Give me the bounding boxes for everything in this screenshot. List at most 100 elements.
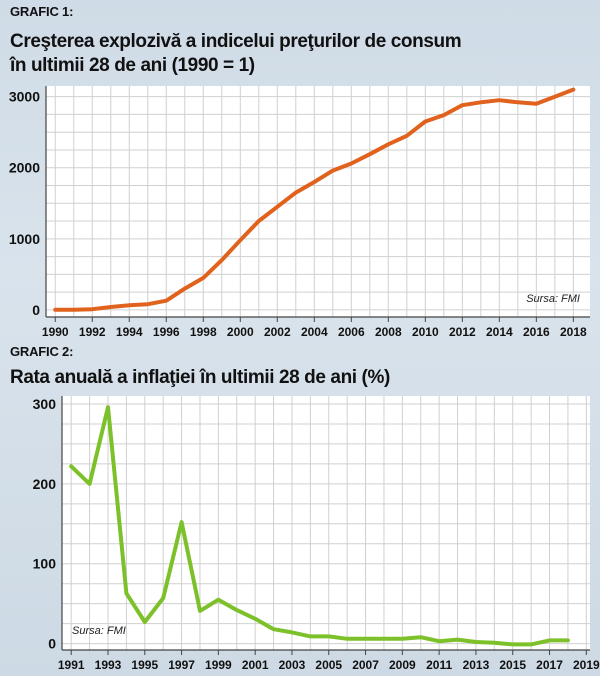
chart2-data-point	[144, 621, 146, 623]
chart2-data-point	[107, 406, 109, 408]
chart1-data-point	[517, 101, 519, 103]
chart1-y-tick-label: 2000	[9, 160, 40, 176]
chart2-y-tick-label: 100	[33, 556, 57, 572]
chart1-data-point	[387, 143, 389, 145]
chart1-x-tick-label: 1998	[190, 325, 217, 339]
chart2-x-tick-label: 2005	[315, 658, 342, 672]
chart2-data-point	[530, 643, 532, 645]
chart2-data-point	[567, 639, 569, 641]
chart1-data-point	[110, 306, 112, 308]
chart1-x-tick-label: 2010	[412, 325, 439, 339]
chart2-series-line	[69, 405, 570, 647]
chart2-x-tick-label: 2015	[499, 658, 526, 672]
chart1-data-point	[165, 300, 167, 302]
chart1-data-point	[147, 303, 149, 305]
chart1-x-tick-label: 1996	[153, 325, 180, 339]
chart2-x-tick-label: 2017	[536, 658, 563, 672]
chart1-source: Sursa: FMI	[526, 293, 580, 305]
chart2-data-point	[475, 641, 477, 643]
chart1-data-point	[54, 309, 56, 311]
chart1-data-point	[350, 162, 352, 164]
chart1-data-point	[73, 309, 75, 311]
chart1-x-tick-label: 2000	[227, 325, 254, 339]
chart2-x-tick-label: 2019	[573, 658, 600, 672]
chart2-data-point	[70, 465, 72, 467]
chart1-data-point	[258, 220, 260, 222]
chart1-y-tick-label: 0	[32, 302, 40, 318]
chart2-x-tick-label: 2009	[389, 658, 416, 672]
chart2-data-point	[512, 643, 514, 645]
chart2-data-point	[236, 609, 238, 611]
chart1-x-tick-label: 1994	[116, 325, 143, 339]
chart1-data-point	[91, 308, 93, 310]
chart2-source: Sursa: FMI	[72, 625, 126, 637]
chart1-data-point	[239, 239, 241, 241]
chart1-data-point	[276, 206, 278, 208]
chart1-data-point	[535, 103, 537, 105]
chart2-data-point	[162, 597, 164, 599]
chart1-title-line1: Creşterea explozivă a indicelui preţuril…	[10, 31, 462, 52]
chart1-x-tick-label: 2002	[264, 325, 291, 339]
chart1-data-point	[406, 135, 408, 137]
chart2-data-point	[291, 631, 293, 633]
chart2-x-tick-label: 2003	[279, 658, 306, 672]
chart2-data-point	[383, 638, 385, 640]
chart2-data-point	[181, 521, 183, 523]
chart1-label: GRAFIC 1:	[10, 4, 74, 19]
chart1-data-point	[221, 259, 223, 261]
chart2-x-tick-label: 2011	[426, 658, 452, 672]
chart1-data-point	[295, 192, 297, 194]
chart1-data-point	[369, 153, 371, 155]
chart1-x-tick-label: 2004	[301, 325, 328, 339]
chart2-x-tick-label: 1997	[168, 658, 195, 672]
chart1-y-tick-label: 1000	[9, 231, 40, 247]
chart1-x-tick-label: 2016	[523, 325, 550, 339]
chart2-data-point	[89, 483, 91, 485]
chart1-data-point	[443, 114, 445, 116]
chart1-y-tick-label: 3000	[9, 89, 40, 105]
chart1-x-tick-label: 2018	[560, 325, 587, 339]
chart2-x-tick-label: 2001	[242, 658, 269, 672]
chart2-data-point	[328, 635, 330, 637]
chart2-plot-area	[62, 396, 590, 650]
chart2-data-point	[254, 618, 256, 620]
chart2-data-point	[125, 592, 127, 594]
chart1-data-point	[202, 277, 204, 279]
chart2-y-tick-label: 200	[33, 476, 57, 492]
chart1-data-point	[424, 121, 426, 123]
chart2-y-tick-label: 0	[48, 636, 56, 652]
chart1-data-point	[332, 170, 334, 172]
chart1-svg: 1990 1992 1994 1996 1998 2000 2002 2004 2006 2008…	[9, 86, 590, 339]
chart2-x-tick-label: 2007	[352, 658, 379, 672]
chart1-data-point	[572, 89, 574, 91]
chart2-data-point	[273, 628, 275, 630]
chart2-data-point	[493, 642, 495, 644]
chart1-x-tick-label: 1990	[42, 325, 69, 339]
chart1-data-point	[128, 304, 130, 306]
chart2-data-point	[309, 635, 311, 637]
chart1-data-point	[554, 96, 556, 98]
chart2-data-point	[457, 639, 459, 641]
chart2-data-point	[217, 599, 219, 601]
chart1-x-tick-label: 1992	[79, 325, 106, 339]
chart2-data-point	[549, 639, 551, 641]
chart2-data-point	[346, 638, 348, 640]
chart2-y-tick-label: 300	[33, 396, 57, 412]
chart2-data-point	[420, 636, 422, 638]
chart2-x-tick-label: 1995	[131, 658, 158, 672]
chart1-data-point	[461, 104, 463, 106]
chart1-x-tick-label: 2008	[375, 325, 402, 339]
chart2-x-tick-label: 1993	[95, 658, 122, 672]
chart2-data-point	[365, 638, 367, 640]
chart2-data-point	[199, 610, 201, 612]
chart1-data-point	[480, 101, 482, 103]
chart2-title: Rata anuală a inflaţiei în ultimii 28 de…	[10, 367, 390, 388]
chart2-x-tick-label: 1999	[205, 658, 232, 672]
chart1-title-line2: în ultimii 28 de ani (1990 = 1)	[10, 55, 255, 76]
chart2-data-point	[438, 640, 440, 642]
chart1-data-point	[313, 181, 315, 183]
chart1-data-point	[498, 99, 500, 101]
chart2-x-tick-label: 1991	[58, 658, 85, 672]
